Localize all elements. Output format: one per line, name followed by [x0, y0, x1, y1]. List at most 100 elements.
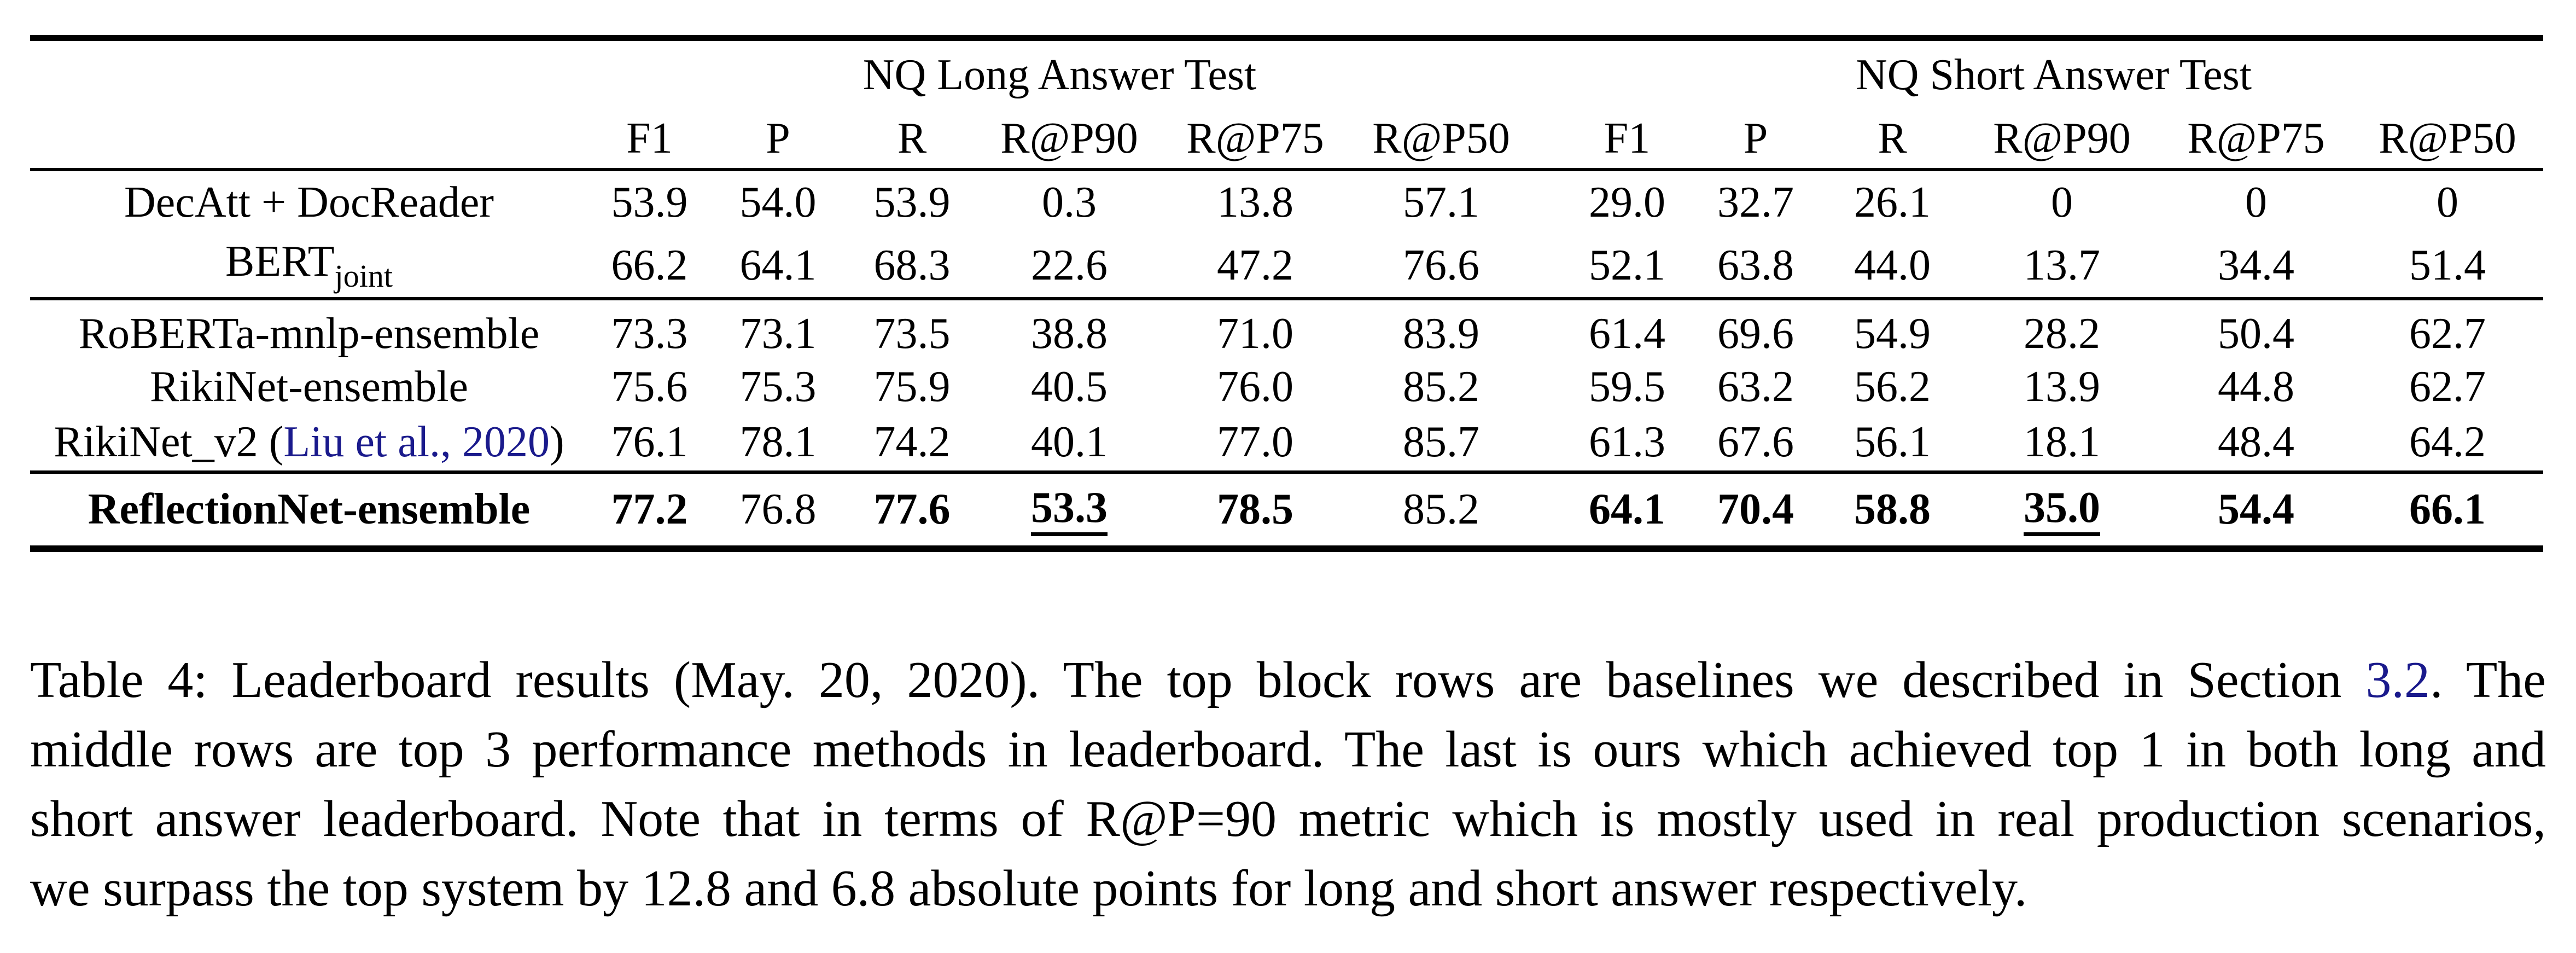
metric-cell: 40.1: [1031, 418, 1108, 466]
metric-cell: 64.2: [2409, 418, 2486, 466]
metric-cell: 29.0: [1589, 178, 1665, 226]
table-row-rikinet-v2: RikiNet_v2 (Liu et al., 2020) 76.1 78.1 …: [30, 415, 2543, 472]
spacer-cell: [1531, 170, 1564, 234]
citation-link-liu-2020[interactable]: Liu et al., 2020: [283, 418, 550, 466]
group-header-long: NQ Long Answer Test: [862, 50, 1257, 99]
metric-cell: 83.9: [1351, 297, 1531, 360]
metric-cell: 61.3: [1589, 418, 1665, 466]
metric-cell: 76.1: [611, 418, 688, 466]
spacer-cell: [1531, 360, 1564, 415]
col-header-rp50-long: R@P50: [1351, 109, 1531, 171]
metric-cell: 73.3: [588, 297, 711, 360]
metric-cell: 71.0: [1159, 297, 1351, 360]
spacer-cell: [1531, 470, 1564, 549]
metric-cell: 54.9: [1821, 297, 1963, 360]
metric-cell: 51.4: [2409, 241, 2486, 289]
method-name-cell: RikiNet-ensemble: [149, 363, 469, 411]
caption-text: Table 4: Leaderboard results (May. 20, 2…: [30, 652, 2366, 708]
metric-cell: 77.2: [588, 470, 711, 549]
metric-cell: 0.3: [1042, 178, 1097, 226]
method-name-cell: RoBERTa-mnlp-ensemble: [30, 297, 588, 360]
caption-line: middle rows are top 3 performance method…: [30, 721, 2546, 778]
col-header-p-long: P: [711, 109, 845, 171]
metric-cell: 35.0: [1963, 470, 2160, 549]
metric-cell: 58.8: [1821, 470, 1963, 549]
metric-cell: 76.6: [1403, 241, 1479, 289]
metric-cell: 78.1: [739, 418, 817, 466]
col-header-rp90-long: R@P90: [979, 109, 1159, 171]
metric-cell: 62.7: [2409, 363, 2486, 411]
metric-cell: 85.2: [1403, 363, 1479, 411]
metric-cell: 13.8: [1217, 178, 1293, 226]
table-row-bert-joint: BERTjoint 66.2 64.1 68.3 22.6 47.2 76.6 …: [30, 234, 2543, 299]
metric-cell: 62.7: [2352, 297, 2543, 360]
table-row-roberta: RoBERTa-mnlp-ensemble 73.3 73.1 73.5 38.…: [30, 297, 2543, 360]
metric-cell: 77.6: [845, 470, 979, 549]
method-name: RikiNet_v2 (: [54, 418, 284, 466]
metric-cell: 44.8: [2218, 363, 2294, 411]
method-name-cell: DecAtt + DocReader: [124, 178, 494, 226]
metric-cell: 26.1: [1854, 178, 1931, 226]
metric-cell: 70.4: [1690, 470, 1821, 549]
table-row-reflectionnet: ReflectionNet-ensemble 77.2 76.8 77.6 53…: [30, 470, 2543, 549]
col-header-rp75-short: R@P75: [2160, 109, 2352, 171]
col-header-f1-short: F1: [1564, 109, 1690, 171]
metric-cell: 64.1: [739, 241, 817, 289]
metric-cell: 59.5: [1589, 363, 1665, 411]
underlined-value: 35.0: [2024, 486, 2100, 536]
metric-cell: 66.2: [611, 241, 688, 289]
metric-cell: 75.6: [611, 363, 688, 411]
col-header-rp90-short: R@P90: [1963, 109, 2160, 171]
metric-cell: 69.6: [1690, 297, 1821, 360]
method-name: BERT: [225, 237, 335, 286]
metric-cell: 28.2: [1963, 297, 2160, 360]
metric-cell: 64.1: [1564, 470, 1690, 549]
table-row-group-headers: NQ Long Answer Test NQ Short Answer Test: [30, 38, 2543, 109]
spacer-cell: [1531, 297, 1564, 360]
metric-cell: 13.9: [2024, 363, 2100, 411]
metric-cell: 76.8: [711, 470, 845, 549]
table-row-decatt: DecAtt + DocReader 53.9 54.0 53.9 0.3 13…: [30, 170, 2543, 234]
col-header-rp75-long: R@P75: [1159, 109, 1351, 171]
spacer-cell: [1531, 109, 1564, 171]
metric-cell: 63.8: [1717, 241, 1794, 289]
table-row-rikinet: RikiNet-ensemble 75.6 75.3 75.9 40.5 76.…: [30, 360, 2543, 415]
metric-cell: 53.3: [979, 470, 1159, 549]
spacer-cell: [1531, 234, 1564, 299]
col-header-rp50-short: R@P50: [2352, 109, 2543, 171]
metric-cell: 47.2: [1217, 241, 1293, 289]
spacer-cell: [1531, 38, 1564, 109]
metric-cell: 67.6: [1717, 418, 1794, 466]
metric-cell: 34.4: [2218, 241, 2294, 289]
metric-cell: 44.0: [1854, 241, 1931, 289]
col-header-f1-long: F1: [588, 109, 711, 171]
metric-cell: 75.3: [739, 363, 817, 411]
metric-cell: 40.5: [1031, 363, 1108, 411]
metric-cell: 56.1: [1854, 418, 1931, 466]
metric-cell: 85.2: [1351, 470, 1531, 549]
table-row-column-headers: F1 P R R@P90 R@P75 R@P50 F1 P R R@P90 R@…: [30, 109, 2543, 171]
metric-cell: 73.5: [845, 297, 979, 360]
metric-cell: 63.2: [1717, 363, 1794, 411]
col-header-r-long: R: [845, 109, 979, 171]
metric-cell: 78.5: [1159, 470, 1351, 549]
metric-cell: 50.4: [2160, 297, 2352, 360]
method-name-cell: RikiNet_v2 (Liu et al., 2020): [30, 415, 588, 472]
method-name-cell: BERTjoint: [30, 234, 588, 299]
method-name-subscript: joint: [334, 258, 393, 294]
col-header-p-short: P: [1690, 109, 1821, 171]
col-header-r-short: R: [1821, 109, 1963, 171]
section-link-3-2[interactable]: 3.2: [2365, 652, 2431, 708]
metric-cell: 53.9: [611, 178, 688, 226]
metric-cell: 75.9: [873, 363, 951, 411]
metric-cell: 68.3: [873, 241, 951, 289]
metric-cell: 48.4: [2218, 418, 2294, 466]
caption-line: Table 4: Leaderboard results (May. 20, 2…: [30, 646, 2546, 715]
table-caption: Table 4: Leaderboard results (May. 20, 2…: [30, 646, 2546, 923]
metric-cell: 57.1: [1403, 178, 1479, 226]
spacer-cell: [1531, 415, 1564, 472]
metric-cell: 32.7: [1717, 178, 1794, 226]
metric-cell: 54.4: [2160, 470, 2352, 549]
metric-cell: 77.0: [1217, 418, 1293, 466]
metric-cell: 66.1: [2352, 470, 2543, 549]
